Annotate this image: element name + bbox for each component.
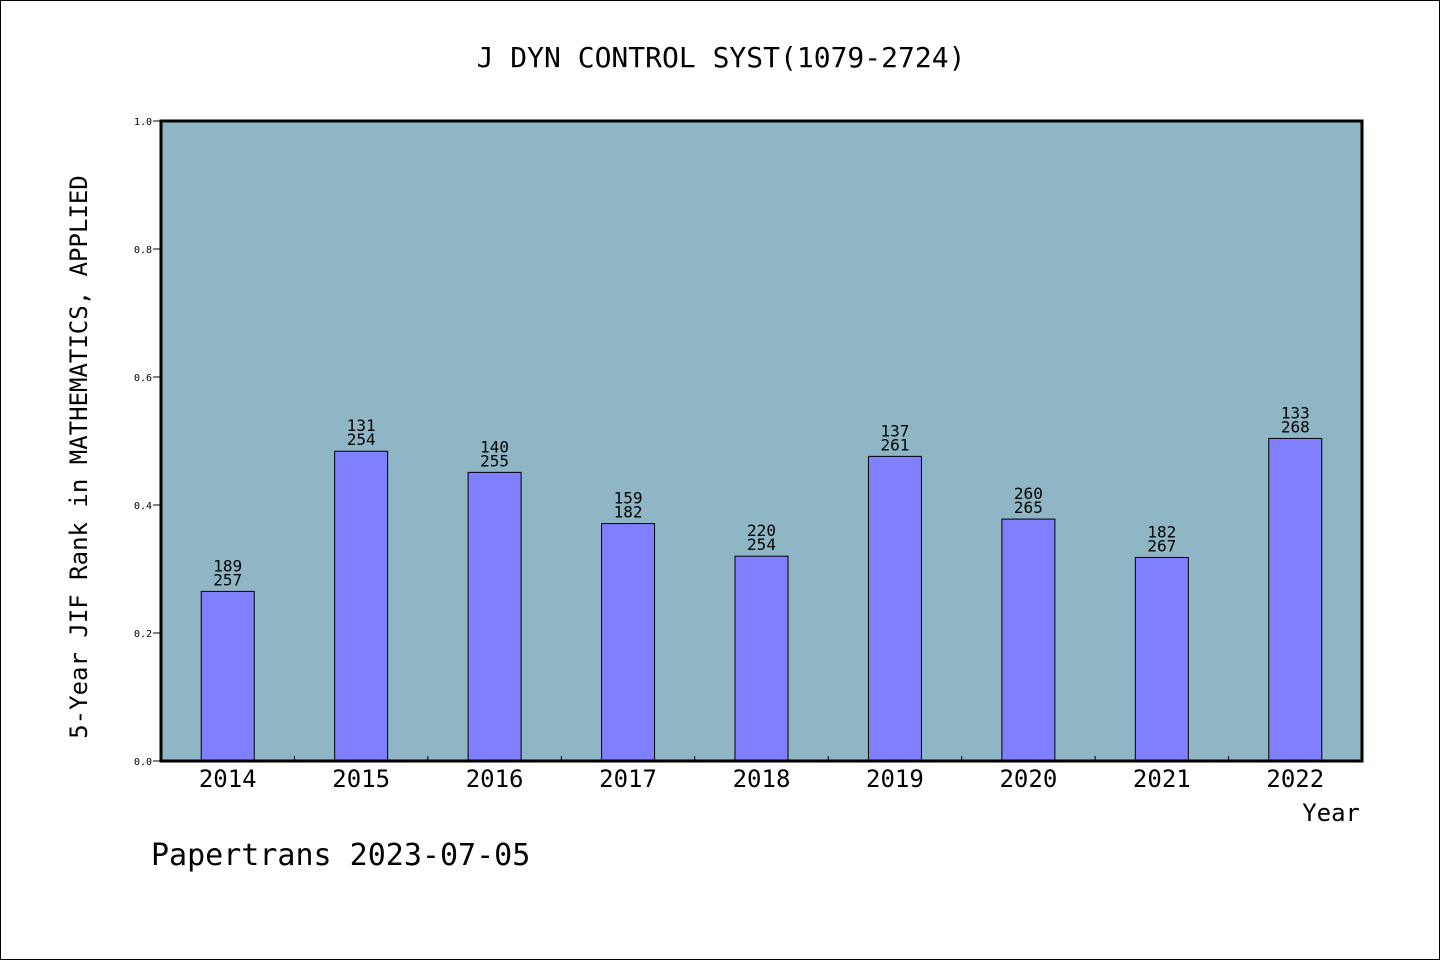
y-tick-label: 0.2	[134, 629, 152, 640]
y-tick-label: 0.4	[134, 501, 152, 512]
y-tick-label: 0.0	[134, 757, 152, 768]
total-label: 265	[1014, 498, 1043, 517]
total-label: 257	[213, 570, 242, 589]
total-label: 254	[347, 430, 376, 449]
bar-2018	[734, 555, 789, 762]
y-tick-label: 1.0	[134, 117, 152, 128]
x-tick-label: 2017	[599, 765, 657, 793]
bar-2015	[334, 450, 389, 762]
bar-2014	[200, 590, 255, 762]
plot-border	[159, 119, 1364, 763]
x-tick-label: 2022	[1266, 765, 1324, 793]
bar-2022	[1268, 437, 1323, 762]
rank-label: 137	[880, 421, 909, 440]
rank-label: 140	[480, 437, 509, 456]
x-axis-label: Year	[1302, 799, 1360, 827]
x-tick-label: 2016	[466, 765, 524, 793]
rank-label: 189	[213, 556, 242, 575]
x-axis: 2014 2015 2016 2017 2018 2019 2020 2021 2022	[199, 756, 1324, 793]
footer-text: Papertrans 2023-07-05	[151, 838, 530, 873]
x-tick-label: 2015	[332, 765, 390, 793]
bar-2016	[467, 471, 522, 762]
x-tick-label: 2014	[199, 765, 257, 793]
bar-2020	[1001, 518, 1056, 762]
x-tick-label: 2018	[733, 765, 791, 793]
total-label: 254	[747, 535, 776, 554]
rank-label: 220	[747, 521, 776, 540]
rank-label: 182	[1147, 522, 1176, 541]
rank-label: 131	[347, 416, 376, 435]
bar-2021	[1134, 556, 1189, 762]
total-label: 267	[1147, 536, 1176, 555]
y-tick-label: 0.8	[134, 245, 152, 256]
total-label: 261	[880, 435, 909, 454]
rank-label: 133	[1281, 403, 1310, 422]
y-tick-label: 0.6	[134, 373, 152, 384]
rank-label: 260	[1014, 484, 1043, 503]
x-tick-label: 2021	[1133, 765, 1191, 793]
y-axis: 0.0 0.2 0.4 0.6 0.8 1.0	[134, 117, 161, 768]
total-label: 255	[480, 451, 509, 470]
y-axis-label: 5-Year JIF Rank in MATHEMATICS, APPLIED	[65, 175, 93, 739]
x-tick-label: 2020	[999, 765, 1057, 793]
bar-2019	[867, 455, 922, 762]
rank-label: 159	[614, 489, 643, 508]
bar-2017	[601, 523, 656, 762]
total-label: 268	[1281, 417, 1310, 436]
chart-title: J DYN CONTROL SYST(1079-2724)	[477, 41, 966, 74]
total-label: 182	[614, 503, 643, 522]
x-tick-label: 2019	[866, 765, 924, 793]
